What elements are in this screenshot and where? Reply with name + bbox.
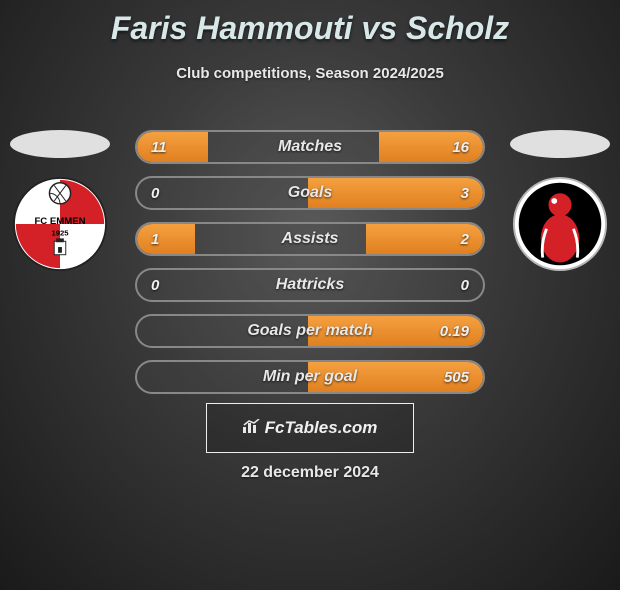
footer-brand-box: FcTables.com	[206, 403, 414, 453]
team-right-ellipse	[510, 130, 610, 158]
footer-brand: FcTables.com	[243, 418, 378, 438]
team-right-block	[510, 130, 610, 272]
subtitle: Club competitions, Season 2024/2025	[0, 65, 620, 82]
stat-label: Hattricks	[137, 270, 483, 300]
stat-label: Goals per match	[137, 316, 483, 346]
stat-row: 03Goals	[135, 176, 485, 210]
svg-text:FC EMMEN: FC EMMEN	[34, 216, 85, 227]
stat-row: 12Assists	[135, 222, 485, 256]
team-left-ellipse	[10, 130, 110, 158]
stat-label: Assists	[137, 224, 483, 254]
team-right-logo	[510, 176, 610, 272]
svg-text:1925: 1925	[51, 229, 69, 238]
stat-label: Matches	[137, 132, 483, 162]
footer-brand-text: FcTables.com	[265, 418, 378, 437]
team-left-block: FC EMMEN 1925	[10, 130, 110, 272]
date-text: 22 december 2024	[0, 464, 620, 482]
stat-row: 505Min per goal	[135, 360, 485, 394]
stat-row: 0.19Goals per match	[135, 314, 485, 348]
team-left-logo: FC EMMEN 1925	[10, 176, 110, 272]
stat-label: Min per goal	[137, 362, 483, 392]
chart-icon	[243, 418, 261, 438]
page-title: Faris Hammouti vs Scholz	[0, 10, 620, 47]
stat-label: Goals	[137, 178, 483, 208]
stat-row: 1116Matches	[135, 130, 485, 164]
comparison-chart: 1116Matches 03Goals 12Assists 00Hattricks 0.…	[135, 130, 485, 406]
stat-row: 00Hattricks	[135, 268, 485, 302]
